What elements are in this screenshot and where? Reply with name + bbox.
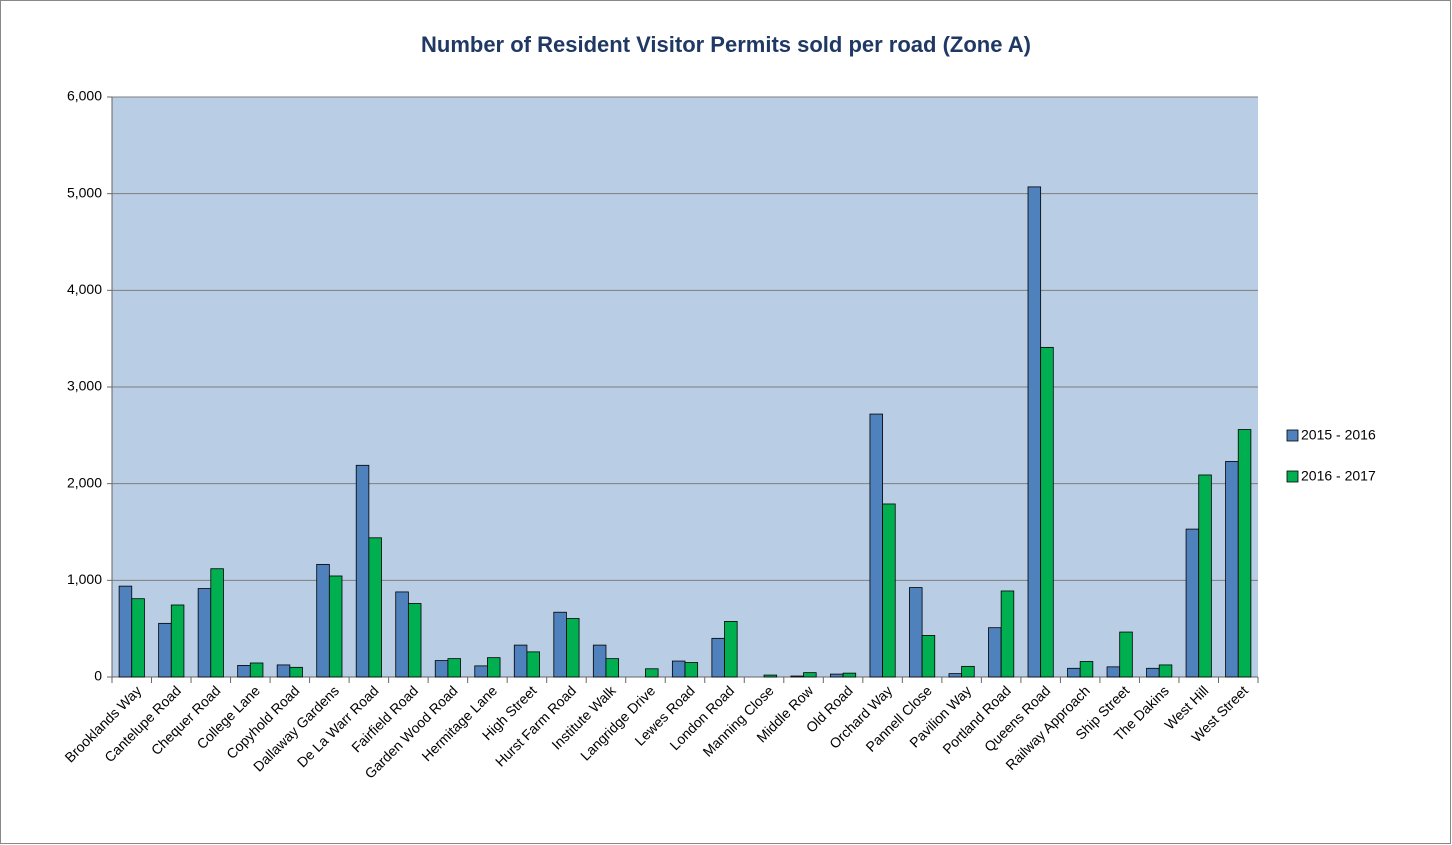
legend-swatch: [1286, 470, 1299, 483]
y-tick-label: 4,000: [67, 281, 102, 297]
bar: [210, 568, 224, 678]
bar: [1067, 667, 1081, 678]
bar: [790, 675, 804, 678]
bar: [921, 635, 936, 678]
bar: [276, 664, 291, 678]
bar: [842, 672, 857, 678]
bar: [197, 588, 212, 678]
bar: [711, 637, 725, 678]
bar: [1040, 346, 1054, 678]
bar: [316, 563, 330, 678]
bar: [395, 591, 409, 678]
bar: [1079, 661, 1094, 678]
bar: [368, 537, 382, 678]
bar: [961, 665, 975, 678]
y-tick-label: 1,000: [67, 571, 102, 587]
bar: [882, 503, 896, 678]
bar: [526, 651, 540, 678]
bar: [684, 662, 699, 678]
chart-title: Number of Resident Visitor Permits sold …: [421, 32, 1031, 57]
bar: [605, 658, 620, 678]
bar: [1106, 666, 1121, 678]
bar: [869, 413, 883, 678]
bar: [830, 673, 844, 678]
bar: [118, 585, 133, 678]
bar: [170, 604, 185, 678]
y-tick-label: 3,000: [67, 378, 102, 394]
y-tick-label: 2,000: [67, 474, 102, 490]
bar: [566, 618, 580, 678]
bar: [237, 665, 251, 678]
bar: [434, 660, 449, 678]
y-tick-label: 0: [94, 668, 102, 684]
bar: [1146, 667, 1160, 678]
bar: [474, 665, 488, 678]
y-tick-label: 5,000: [67, 184, 102, 200]
bar: [249, 662, 264, 678]
bar: [988, 627, 1002, 678]
legend-label: 2015 - 2016: [1301, 427, 1376, 443]
bar: [513, 644, 528, 678]
bar: [1237, 429, 1252, 678]
bar: [909, 587, 923, 678]
bar: [645, 668, 659, 678]
bar: [289, 666, 303, 678]
bar: [724, 621, 738, 678]
bar: [553, 611, 567, 678]
bar: [158, 622, 172, 678]
bar: [1119, 631, 1133, 678]
bar: [1198, 474, 1212, 678]
bar: [671, 660, 686, 678]
y-tick-label: 6,000: [67, 88, 102, 104]
bar: [763, 674, 778, 678]
bar: [407, 603, 422, 678]
bar: [1225, 461, 1239, 678]
bar: [1027, 186, 1042, 678]
bar: [447, 658, 461, 678]
legend-label: 2016 - 2017: [1301, 468, 1376, 484]
bar: [592, 644, 607, 678]
bar: [355, 464, 370, 678]
bar: [1158, 664, 1173, 678]
legend-swatch: [1286, 429, 1299, 442]
bar: [487, 657, 501, 678]
bar: [948, 673, 963, 678]
bar: [803, 672, 817, 678]
bar: [328, 575, 343, 678]
bar: [1000, 590, 1015, 678]
bar: [131, 598, 145, 678]
bar: [1185, 528, 1200, 678]
